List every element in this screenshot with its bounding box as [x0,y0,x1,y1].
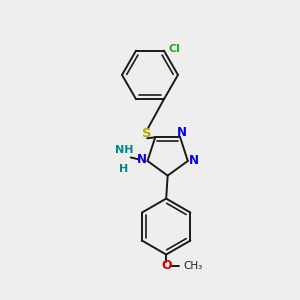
Text: NH: NH [115,145,133,155]
Text: CH₃: CH₃ [184,261,203,271]
Text: Cl: Cl [168,44,180,54]
Text: S: S [142,127,151,140]
Text: N: N [137,153,147,166]
Text: N: N [177,126,187,139]
Text: O: O [161,259,172,272]
Text: H: H [119,164,129,174]
Text: N: N [189,154,199,167]
